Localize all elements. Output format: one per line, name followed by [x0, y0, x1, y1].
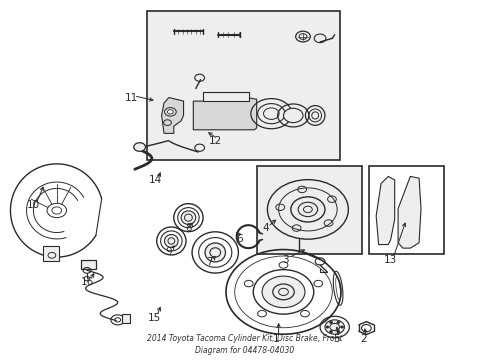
Circle shape [134, 143, 145, 151]
Text: 16: 16 [81, 277, 94, 287]
Circle shape [329, 321, 332, 323]
Bar [368, 166, 444, 253]
Polygon shape [203, 92, 249, 101]
Ellipse shape [181, 211, 195, 225]
Text: 10: 10 [27, 200, 41, 210]
Circle shape [336, 321, 339, 323]
Bar [122, 315, 130, 323]
Text: 8: 8 [185, 224, 191, 233]
Ellipse shape [204, 243, 225, 262]
Text: 2014 Toyota Tacoma Cylinder Kit, Disc Brake, Front
Diagram for 04478-04030: 2014 Toyota Tacoma Cylinder Kit, Disc Br… [146, 334, 342, 355]
Bar [256, 166, 361, 253]
Bar [43, 246, 59, 261]
Circle shape [257, 104, 285, 124]
Circle shape [298, 202, 317, 217]
Text: 15: 15 [147, 313, 161, 323]
Circle shape [340, 326, 343, 328]
Bar [147, 12, 339, 160]
Circle shape [325, 320, 344, 334]
Polygon shape [375, 176, 394, 244]
Text: 11: 11 [124, 93, 138, 103]
Text: 3: 3 [282, 255, 289, 265]
Circle shape [283, 108, 303, 123]
Text: 12: 12 [208, 136, 222, 145]
Circle shape [167, 110, 173, 114]
Ellipse shape [164, 234, 178, 247]
Circle shape [329, 330, 332, 333]
Text: 2: 2 [360, 333, 366, 343]
Circle shape [278, 288, 288, 296]
Circle shape [325, 326, 328, 328]
Polygon shape [193, 98, 256, 130]
Circle shape [336, 330, 339, 333]
Circle shape [262, 276, 305, 308]
Text: 6: 6 [236, 234, 243, 244]
Text: 7: 7 [205, 257, 212, 267]
Polygon shape [397, 176, 420, 248]
Text: 4: 4 [262, 224, 268, 233]
Text: 13: 13 [384, 255, 397, 265]
Text: 5: 5 [332, 333, 339, 343]
Polygon shape [161, 98, 183, 134]
Text: 14: 14 [149, 175, 162, 185]
Text: 9: 9 [165, 247, 172, 257]
Text: 1: 1 [272, 333, 279, 343]
Bar [81, 260, 96, 269]
